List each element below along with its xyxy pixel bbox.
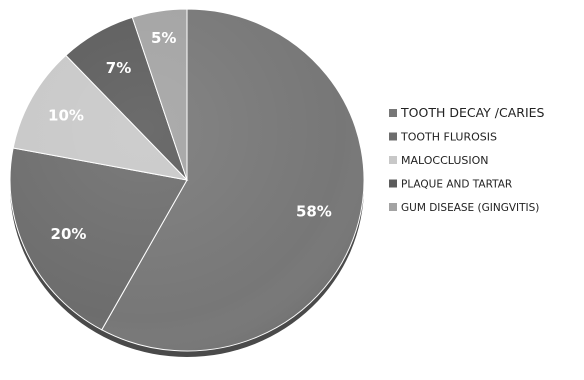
legend-swatch-gum-disease-gingvitis (389, 203, 397, 211)
legend-swatch-plaque-and-tartar (389, 179, 397, 188)
legend-swatch-tooth-decay-caries (389, 109, 397, 117)
data-label-tooth-decay-caries: 58% (296, 203, 332, 221)
data-label-group: 58% 20% 10% 7% 5% (48, 29, 332, 243)
data-label-tooth-flurosis: 20% (51, 225, 87, 243)
data-label-plaque-and-tartar: 7% (106, 59, 131, 77)
legend-label-plaque-and-tartar: PLAQUE AND TARTAR (401, 179, 512, 191)
data-label-gum-disease-gingvitis: 5% (151, 29, 176, 47)
pie-group (9, 8, 365, 357)
legend: TOOTH DECAY /CARIES TOOTH FLUROSIS MALOCCL… (389, 105, 545, 214)
legend-swatch-malocclusion (389, 156, 397, 164)
legend-label-gum-disease-gingvitis: GUM DISEASE (GINGVITIS) (401, 202, 539, 214)
data-label-malocclusion: 10% (48, 107, 84, 125)
legend-label-tooth-flurosis: TOOTH FLUROSIS (400, 131, 497, 144)
legend-label-tooth-decay-caries: TOOTH DECAY /CARIES (400, 105, 545, 120)
legend-swatch-tooth-flurosis (389, 132, 397, 141)
legend-label-malocclusion: MALOCCLUSION (401, 154, 489, 167)
